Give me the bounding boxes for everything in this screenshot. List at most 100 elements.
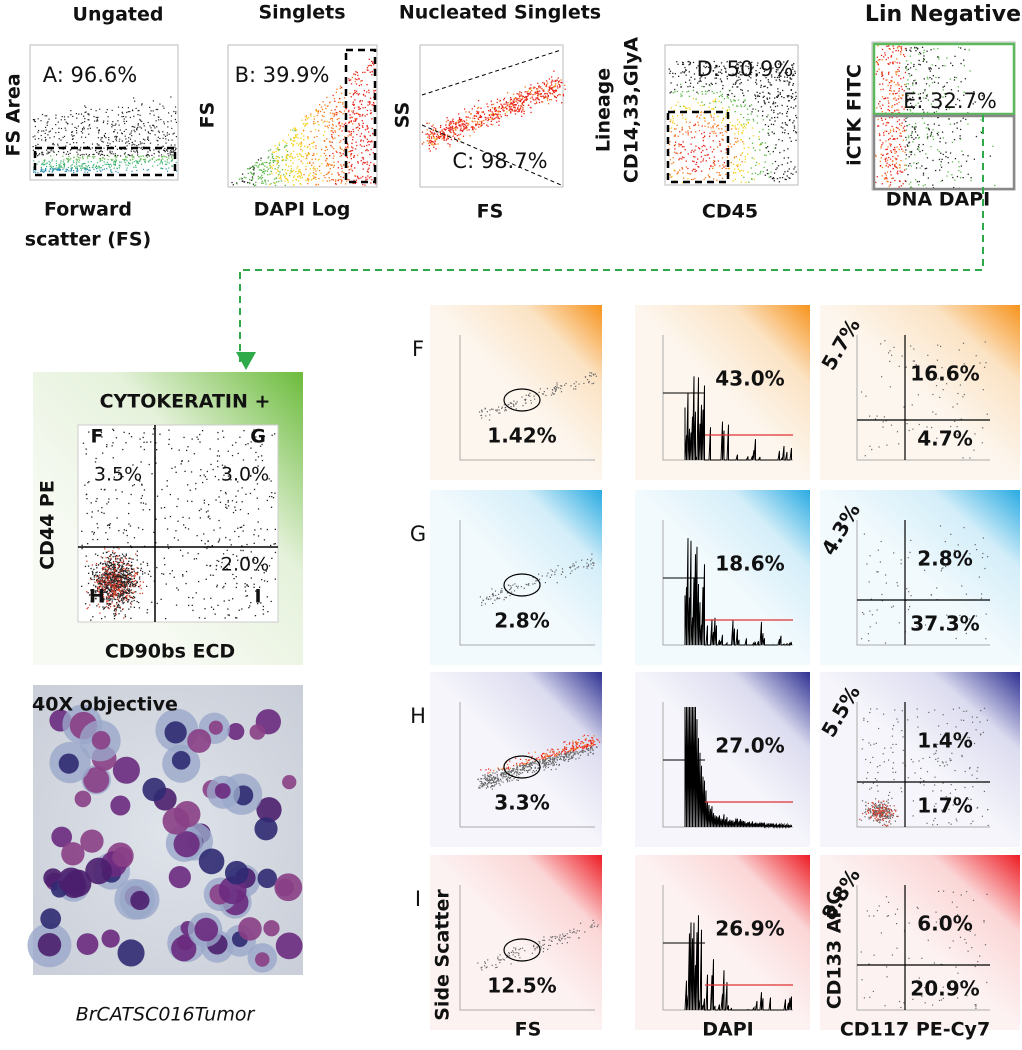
dot: [915, 123, 916, 124]
dot: [455, 126, 456, 127]
dot: [290, 140, 291, 141]
dot: [270, 166, 271, 167]
dot: [364, 146, 365, 147]
dot: [305, 166, 306, 167]
dot: [333, 125, 334, 126]
dot: [115, 581, 116, 582]
dot: [158, 119, 159, 120]
dot: [923, 144, 924, 145]
dot: [331, 130, 332, 131]
dot: [97, 167, 98, 168]
dot: [741, 82, 742, 83]
dot: [77, 169, 78, 170]
dot: [720, 91, 721, 92]
dot: [282, 156, 283, 157]
dot: [128, 523, 129, 524]
dot: [715, 107, 716, 108]
dot: [325, 155, 326, 156]
dot: [99, 170, 100, 171]
dot: [300, 138, 301, 139]
dot: [372, 133, 373, 134]
dot: [87, 157, 88, 158]
dot: [154, 115, 155, 116]
dot: [430, 150, 431, 151]
dot: [370, 72, 371, 73]
dot: [478, 100, 479, 101]
dot: [51, 167, 52, 168]
dot: [463, 136, 464, 137]
dot: [744, 106, 745, 107]
dot: [429, 148, 430, 149]
dot: [914, 154, 915, 155]
dot: [892, 105, 893, 106]
dot: [768, 81, 769, 82]
dot: [253, 169, 254, 170]
dot: [890, 171, 891, 172]
dot: [693, 98, 694, 99]
dot: [277, 156, 278, 157]
dot: [340, 148, 341, 149]
dot: [319, 104, 320, 105]
dot: [336, 126, 337, 127]
dot: [882, 155, 883, 156]
dot: [932, 82, 933, 83]
dot: [719, 174, 720, 175]
dot: [296, 129, 297, 130]
dot: [909, 156, 910, 157]
dot: [467, 130, 468, 131]
dot: [265, 181, 266, 182]
panel-title: CYTOKERATIN +: [100, 391, 271, 413]
dot: [81, 137, 82, 138]
dot: [302, 163, 303, 164]
dot: [722, 96, 723, 97]
dot: [297, 134, 298, 135]
dot: [927, 124, 928, 125]
dot: [350, 135, 351, 136]
dot: [82, 156, 83, 157]
dot: [524, 99, 525, 100]
dot: [476, 116, 477, 117]
dot: [85, 163, 86, 164]
dot: [565, 89, 566, 90]
dot: [115, 159, 116, 160]
dot: [151, 130, 152, 131]
dot: [683, 141, 684, 142]
dot: [35, 126, 36, 127]
dot: [373, 103, 374, 104]
dot: [228, 501, 229, 502]
dot: [98, 510, 99, 511]
dot: [347, 179, 348, 180]
dot: [464, 108, 465, 109]
dot: [689, 96, 690, 97]
dot: [125, 152, 126, 153]
dot: [305, 180, 306, 181]
dot: [289, 175, 290, 176]
dot: [278, 174, 279, 175]
dot: [314, 168, 315, 169]
dot: [233, 184, 234, 185]
dot: [450, 121, 451, 122]
dot: [718, 128, 719, 129]
dot: [115, 146, 116, 147]
dot: [441, 130, 442, 131]
dot: [990, 156, 991, 157]
dot: [227, 608, 228, 609]
dot: [286, 143, 287, 144]
dot: [50, 168, 51, 169]
dot: [368, 65, 369, 66]
dot: [54, 136, 55, 137]
dot: [297, 137, 298, 138]
dot: [34, 121, 35, 122]
dot: [906, 66, 907, 67]
dot: [494, 118, 495, 119]
dot: [925, 168, 926, 169]
dot: [292, 129, 293, 130]
dot: [370, 113, 371, 114]
dot: [353, 105, 354, 106]
dot: [279, 149, 280, 150]
dot: [912, 83, 913, 84]
dot: [688, 64, 689, 65]
dot: [522, 98, 523, 99]
dot: [166, 164, 167, 165]
dot: [266, 162, 267, 163]
